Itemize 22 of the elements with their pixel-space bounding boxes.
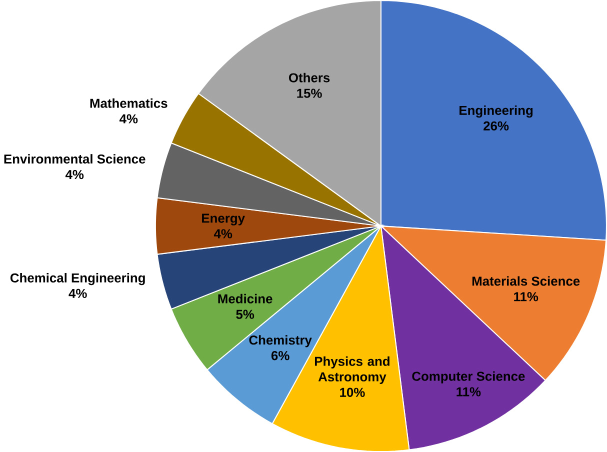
data-label: 4% xyxy=(119,114,138,124)
data-label: 4% xyxy=(214,229,232,238)
slice-label: Energy xyxy=(202,214,245,226)
slice-label: Engineering xyxy=(460,105,533,118)
data-label: 10% xyxy=(340,388,365,397)
slice-label: Physics and Astronomy xyxy=(314,356,390,384)
slice-label: Environmental Science xyxy=(4,154,146,164)
data-label: 15% xyxy=(297,88,322,98)
data-label: 11% xyxy=(514,292,538,302)
slice-label: Chemical Engineering xyxy=(10,272,145,286)
slice-label: Materials Science xyxy=(472,276,580,286)
data-label: 4% xyxy=(65,170,84,180)
slice-label: Medicine xyxy=(218,294,272,304)
slice-label: Others xyxy=(288,72,330,82)
data-label: 26% xyxy=(484,121,509,130)
slice-label: Mathematics xyxy=(90,98,168,108)
data-label: 11% xyxy=(456,387,481,396)
slice-label: Chemistry xyxy=(249,335,312,348)
data-label: 4% xyxy=(68,288,87,298)
slice-label: Computer Science xyxy=(412,371,525,384)
data-label: 5% xyxy=(236,310,254,319)
data-label: 6% xyxy=(271,351,290,360)
